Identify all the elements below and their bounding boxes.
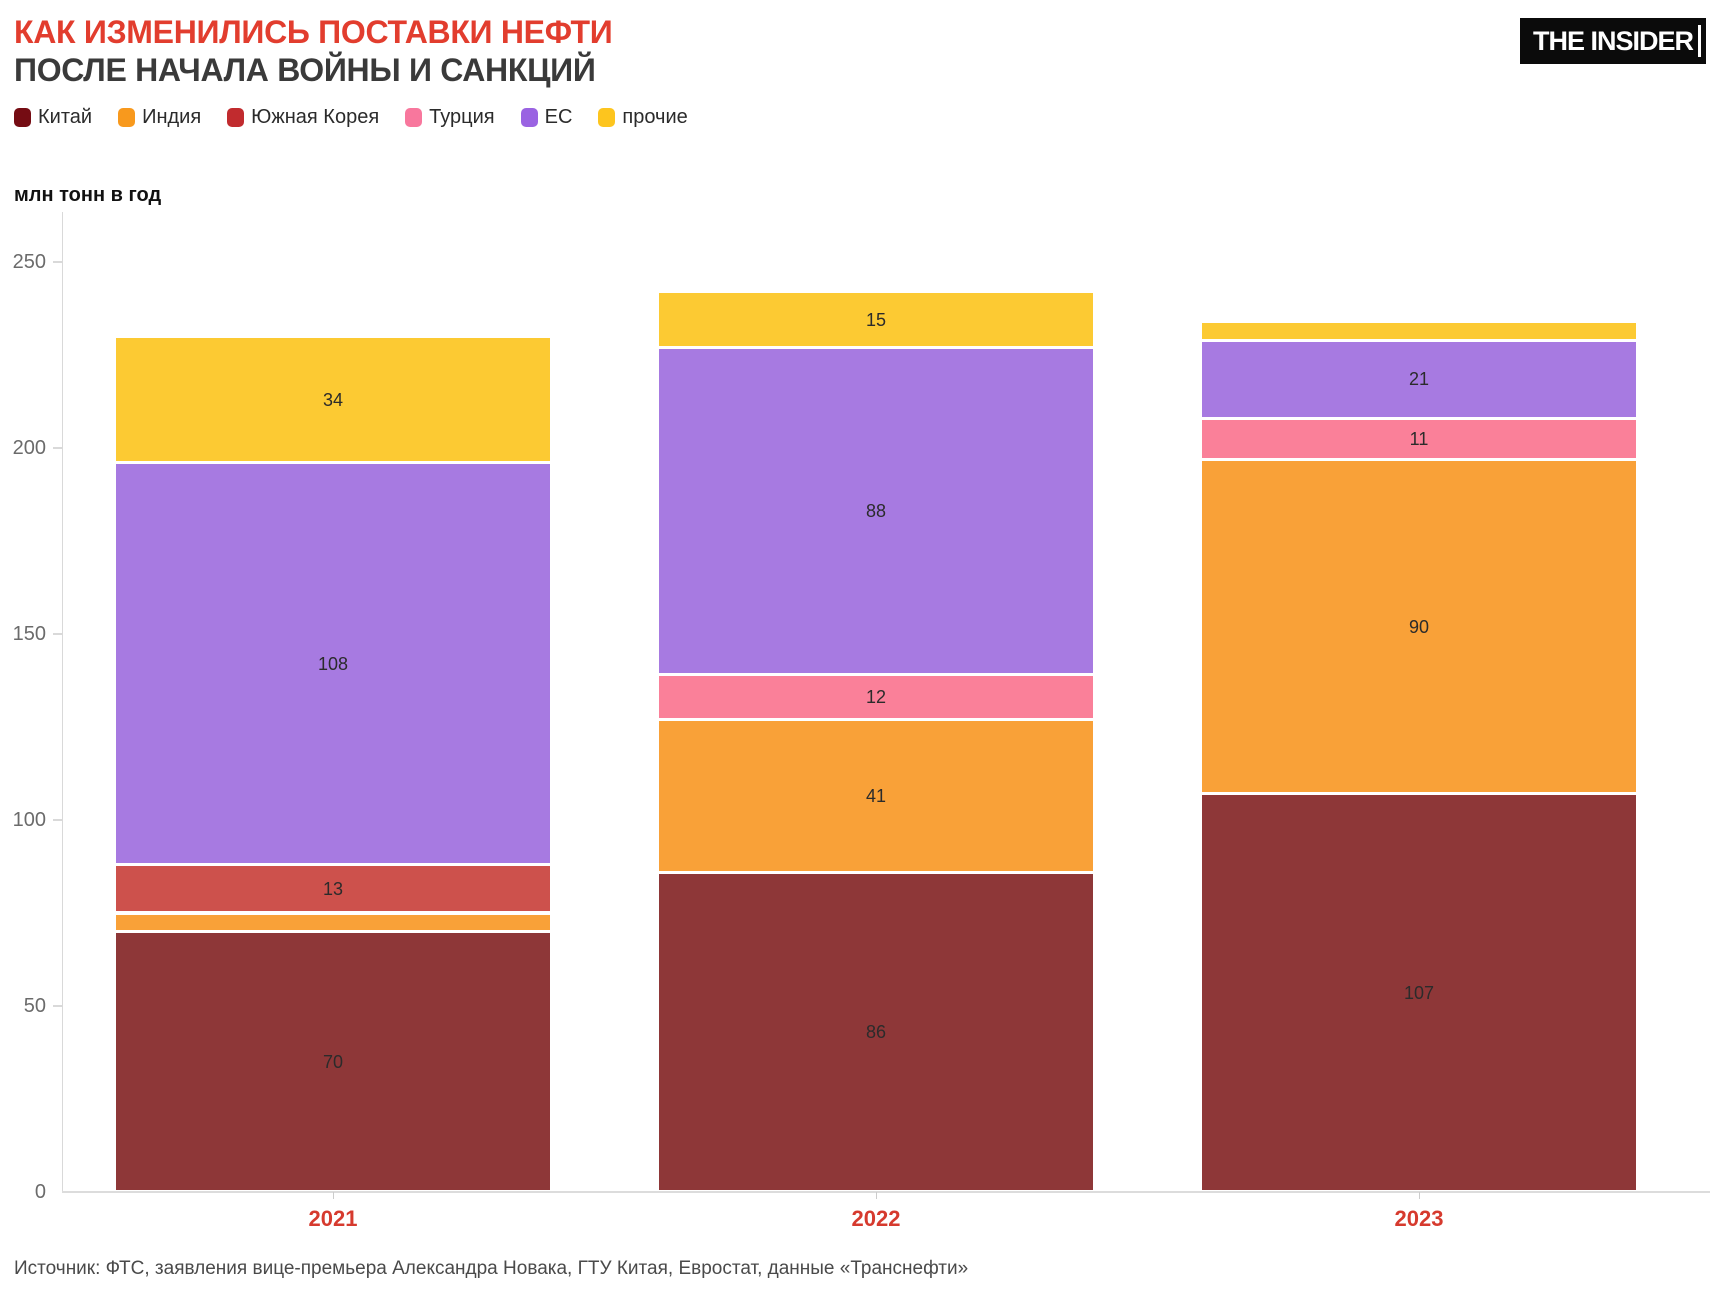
legend-label: ЕС <box>544 106 573 128</box>
y-tick-mark <box>53 633 62 635</box>
bar-segment-2021-прочие <box>116 337 550 462</box>
legend-label: Китай <box>38 106 93 128</box>
legend-swatch-icon <box>405 108 423 127</box>
segment-value-label: 41 <box>865 785 887 806</box>
y-axis-unit-label: млн тонн в год <box>14 184 162 206</box>
segment-value-label: 11 <box>1409 428 1429 449</box>
legend-swatch-icon <box>520 108 538 127</box>
x-category-label-2021: 2021 <box>308 1206 358 1231</box>
logo-text: THE INSIDER <box>1532 25 1694 56</box>
bar-segment-2022-прочие <box>659 293 1093 347</box>
chart-title-line2: ПОСЛЕ НАЧАЛА ВОЙНЫ И САНКЦИЙ <box>14 52 596 88</box>
segment-value-label: 70 <box>322 1051 344 1072</box>
legend-swatch-icon <box>14 108 31 127</box>
bar-segment-2021-Китай <box>116 933 550 1191</box>
legend-item-2: Индия <box>118 106 201 129</box>
logo-cursor-mark <box>1698 25 1701 57</box>
y-axis-line <box>62 212 63 1192</box>
the-insider-logo: THE INSIDER <box>1520 18 1706 64</box>
bar-segment-2022-Индия <box>659 721 1093 871</box>
segment-value-label: 34 <box>322 389 344 410</box>
segment-value-label: 90 <box>1408 616 1430 637</box>
y-tick-label: 0 <box>34 1181 46 1203</box>
bar-segment-2022-Турция <box>659 676 1093 719</box>
legend-swatch-icon <box>598 108 616 127</box>
legend-swatch-icon <box>118 108 136 127</box>
y-tick-label: 250 <box>12 251 46 273</box>
x-category-label-2022: 2022 <box>851 1206 901 1231</box>
bar-segment-2022-ЕС <box>659 349 1093 674</box>
legend: Китай Индия Южная Корея Турция ЕС прочие <box>14 106 688 129</box>
bar-segment-2022-Китай <box>659 873 1093 1191</box>
segment-value-label: 88 <box>865 501 887 522</box>
x-axis-baseline <box>62 1191 1710 1193</box>
y-tick-mark <box>53 447 62 449</box>
legend-label: Турция <box>429 106 495 128</box>
legend-item-3: Южная Корея <box>227 106 379 129</box>
segment-value-label: 21 <box>1408 369 1430 390</box>
x-tick-mark <box>876 1192 877 1199</box>
legend-label: Индия <box>142 106 202 128</box>
bar-segment-2021-Индия <box>116 914 550 931</box>
bar-segment-2023-ЕС <box>1202 341 1636 417</box>
legend-item-4: Турция <box>405 106 495 129</box>
bar-segment-2023-Турция <box>1202 419 1636 458</box>
legend-item-1: Китай <box>14 106 92 129</box>
bar-segment-2023-Китай <box>1202 795 1636 1191</box>
legend-swatch-icon <box>227 108 245 127</box>
chart-title-line1: КАК ИЗМЕНИЛИСЬ ПОСТАВКИ НЕФТИ <box>14 14 613 50</box>
bar-segment-2023-прочие <box>1202 323 1636 339</box>
y-tick-mark <box>53 1005 62 1007</box>
source-note: Источник: ФТС, заявления вице-премьера А… <box>14 1258 969 1279</box>
y-tick-mark <box>53 261 62 263</box>
x-tick-mark <box>1419 1192 1420 1199</box>
x-tick-mark <box>333 1192 334 1199</box>
segment-value-label: 12 <box>865 687 887 708</box>
bar-segment-2023-Индия <box>1202 460 1636 793</box>
segment-value-label: 108 <box>317 653 349 674</box>
x-category-label-2023: 2023 <box>1394 1206 1444 1231</box>
segment-value-label: 15 <box>865 309 887 330</box>
segment-value-label: 107 <box>1403 982 1435 1003</box>
y-tick-label: 50 <box>23 995 46 1017</box>
legend-item-6: прочие <box>598 106 688 129</box>
segment-value-label: 13 <box>322 878 344 899</box>
segment-value-label: 86 <box>865 1022 887 1043</box>
legend-label: Южная Корея <box>251 106 380 128</box>
y-tick-label: 200 <box>12 437 46 459</box>
bar-segment-2021-Южная Корея <box>116 866 550 912</box>
bar-segment-2021-ЕС <box>116 464 550 864</box>
legend-label: прочие <box>622 106 688 128</box>
y-tick-label: 150 <box>12 623 46 645</box>
legend-item-5: ЕС <box>520 106 573 129</box>
y-tick-mark <box>53 819 62 821</box>
y-tick-label: 100 <box>12 809 46 831</box>
